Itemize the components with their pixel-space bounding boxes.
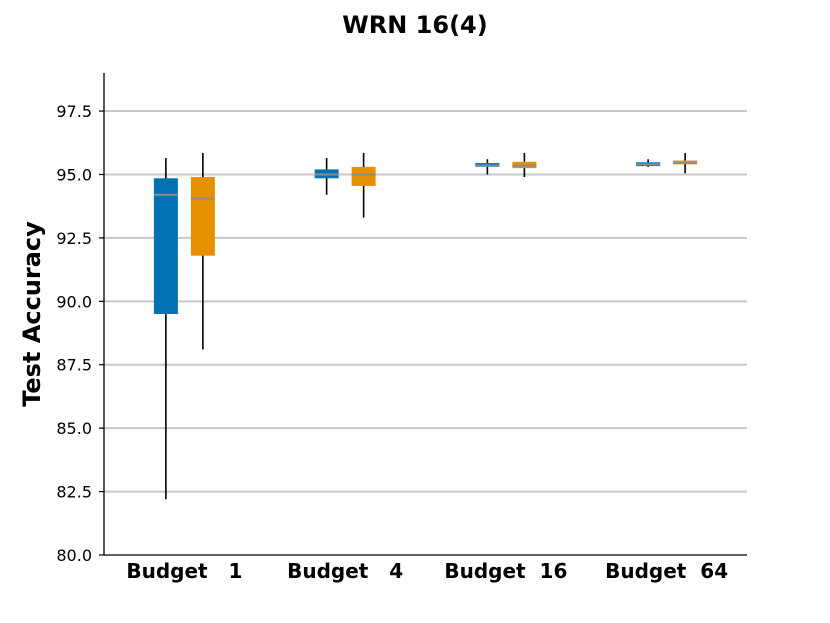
box-group	[512, 152, 537, 178]
y-tick-label: 97.5	[56, 102, 92, 121]
x-tick-label: Budget 16	[444, 559, 567, 583]
y-tick-label: 95.0	[56, 165, 92, 184]
y-tick-label: 90.0	[56, 292, 92, 311]
box-group	[636, 159, 661, 167]
box-iqr	[351, 166, 376, 186]
box-group	[475, 159, 500, 175]
box-group	[351, 152, 376, 218]
chart-title: WRN 16(4)	[342, 11, 487, 39]
y-tick-label: 92.5	[56, 229, 92, 248]
y-tick-label: 87.5	[56, 356, 92, 375]
box-group	[314, 157, 339, 195]
boxes	[153, 152, 698, 500]
x-tick-label: Budget 4	[287, 559, 403, 583]
y-tick-label: 80.0	[56, 546, 92, 565]
x-tick-label: Budget 1	[126, 559, 242, 583]
x-tick-labels: Budget 1 Budget 4 Budget 16 Budget 64	[126, 559, 728, 583]
y-tick-label: 85.0	[56, 419, 92, 438]
y-tick-labels: 80.0 82.5 85.0 87.5 90.0 92.5 95.0 97.5	[56, 102, 104, 565]
box-group	[153, 157, 178, 500]
y-axis-label: Test Accuracy	[18, 221, 46, 407]
box-group	[673, 152, 698, 174]
box-iqr	[153, 178, 178, 314]
box-iqr	[190, 177, 215, 256]
y-tick-label: 82.5	[56, 483, 92, 502]
gridlines	[104, 110, 747, 493]
x-tick-label: Budget 64	[605, 559, 728, 583]
box-group	[190, 152, 215, 350]
